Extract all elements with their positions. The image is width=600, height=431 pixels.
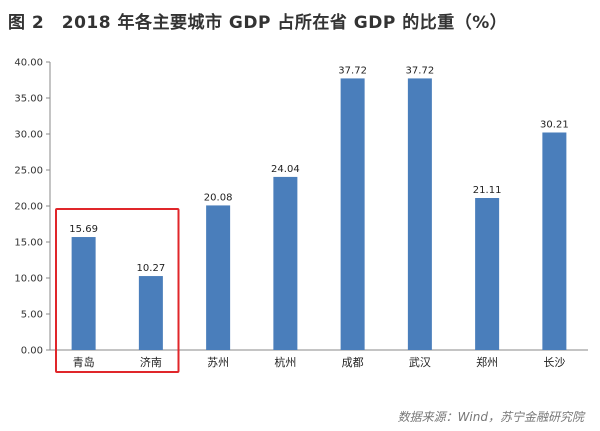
bar-7 <box>475 198 500 350</box>
x-category-label-1: 青岛 <box>73 355 95 369</box>
bar-3 <box>206 205 231 350</box>
x-category-label-2: 济南 <box>140 355 162 369</box>
bar-8 <box>542 132 567 350</box>
data-label-2: 10.27 <box>137 263 166 274</box>
x-category-label-7: 郑州 <box>476 355 498 369</box>
data-label-5: 37.72 <box>338 65 367 76</box>
data-label-7: 21.11 <box>473 185 502 196</box>
x-category-label-5: 成都 <box>342 356 364 369</box>
x-category-label-8: 长沙 <box>543 356 565 369</box>
bar-5 <box>340 78 365 350</box>
y-axis: 0.00 5.00 10.00 15.00 20.00 25.00 30.00 35.00 40… <box>14 58 588 357</box>
y-tick-label: 20.00 <box>14 202 43 213</box>
y-tick-label: 40.00 <box>14 58 43 69</box>
y-tick-label: 5.00 <box>21 310 43 321</box>
y-tick-label: 10.00 <box>14 274 43 285</box>
bars <box>71 78 567 350</box>
source-note: 数据来源：Wind，苏宁金融研究院 <box>397 410 584 424</box>
x-category-label-3: 苏州 <box>207 356 229 369</box>
data-labels: 15.69 10.27 20.08 24.04 37.72 37.72 21.11 30.21 <box>69 65 568 274</box>
highlight-box <box>55 208 180 373</box>
bar-1 <box>71 237 96 350</box>
y-tick-label: 25.00 <box>14 166 43 177</box>
y-tick-label: 35.00 <box>14 94 43 105</box>
bar-4 <box>273 176 298 350</box>
bar-6 <box>407 78 432 350</box>
data-label-8: 30.21 <box>540 119 569 130</box>
data-label-4: 24.04 <box>271 164 300 175</box>
y-tick-label: 30.00 <box>14 130 43 141</box>
data-label-6: 37.72 <box>406 65 435 76</box>
data-label-1: 15.69 <box>69 224 98 235</box>
x-axis-labels: 青岛 济南 苏州 杭州 成都 武汉 郑州 长沙 <box>73 355 566 369</box>
x-category-label-6: 武汉 <box>409 356 431 369</box>
x-category-label-4: 杭州 <box>274 355 296 369</box>
bar-2 <box>138 276 163 350</box>
chart-title: 图 2 2018 年各主要城市 GDP 占所在省 GDP 的比重（%） <box>8 13 508 33</box>
y-tick-label: 0.00 <box>21 346 43 357</box>
data-label-3: 20.08 <box>204 192 233 203</box>
y-tick-label: 15.00 <box>14 238 43 249</box>
